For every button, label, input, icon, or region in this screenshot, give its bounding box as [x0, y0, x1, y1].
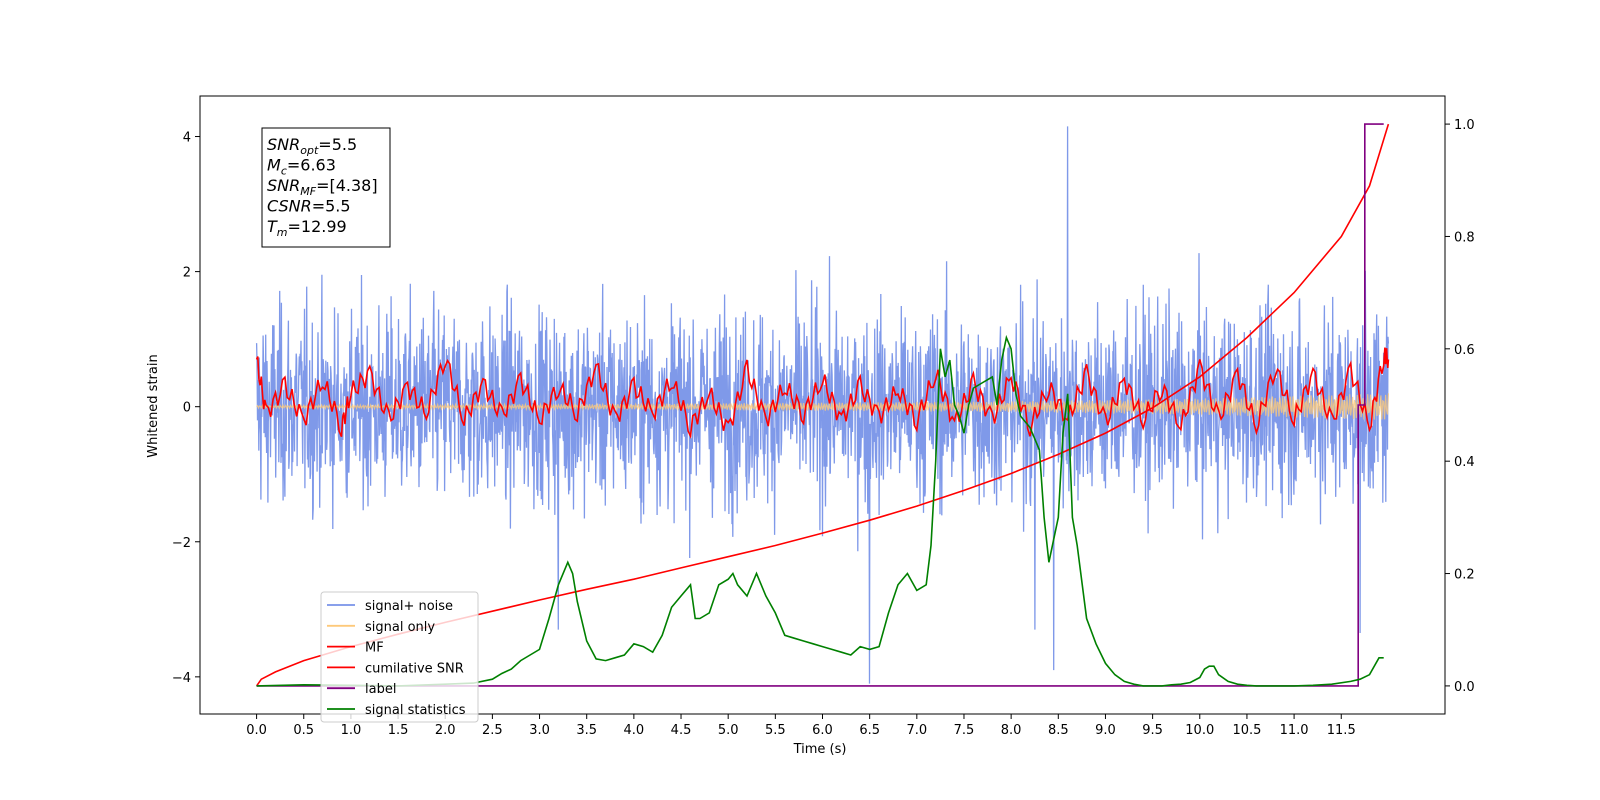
x-tick-label: 7.0	[906, 723, 927, 738]
annotation-line: SNRopt=5.5	[267, 135, 357, 157]
x-tick-label: 7.5	[954, 723, 975, 738]
x-tick-label: 4.5	[671, 723, 692, 738]
y-axis-label: Whitened strain	[146, 354, 161, 457]
x-tick-label: 3.5	[576, 723, 597, 738]
annotation-line: Tm=12.99	[267, 217, 347, 239]
x-tick-label: 10.5	[1232, 723, 1261, 738]
series-signal-noise	[255, 126, 1390, 684]
y-right-tick-label: 0.0	[1454, 680, 1475, 695]
legend-label: signal+ noise	[365, 599, 453, 614]
legend-frame	[320, 591, 479, 723]
x-tick-label: 0.5	[293, 723, 314, 738]
legend-label: cumilative SNR	[365, 661, 464, 676]
x-tick-label: 8.0	[1001, 723, 1022, 738]
annotation-box: SNRopt=5.5Mc=6.63SNRMF=[4.38]CSNR=5.5Tm=…	[261, 127, 391, 248]
x-tick-label: 9.0	[1095, 723, 1116, 738]
series-mf	[255, 347, 1390, 439]
x-tick-label: 6.5	[859, 723, 880, 738]
x-tick-label: 6.0	[812, 723, 833, 738]
y-tick-label: −4	[172, 671, 191, 686]
x-tick-label: 2.0	[435, 723, 456, 738]
y-right-tick-label: 0.6	[1454, 343, 1475, 358]
x-tick-label: 3.0	[529, 723, 550, 738]
legend-label: signal only	[365, 620, 435, 635]
x-tick-label: 5.5	[765, 723, 786, 738]
legend-label: MF	[365, 641, 384, 656]
y-right-tick-label: 0.2	[1454, 568, 1475, 583]
x-tick-label: 11.5	[1327, 723, 1356, 738]
annotation-line: Mc=6.63	[267, 156, 336, 178]
y-tick-label: 2	[183, 266, 191, 281]
y-tick-label: 4	[183, 131, 191, 146]
x-axis-label: Time (s)	[793, 742, 847, 757]
y-tick-label: −2	[172, 536, 191, 551]
x-tick-label: 1.0	[341, 723, 362, 738]
series-signal-only	[256, 393, 1389, 420]
x-tick-label: 9.5	[1142, 723, 1163, 738]
legend: signal+ noise signal only MF cumilative SNR…	[320, 591, 479, 723]
annotation-frame	[261, 127, 391, 248]
x-tick-label: 5.0	[718, 723, 739, 738]
axes: 0.0 0.5 1.0 1.5 2.0 2.5 3.0 3.5 4.0 4.5 5.0 5.5 6.0 6…	[172, 95, 1475, 738]
x-tick-label: 11.0	[1280, 723, 1309, 738]
legend-label: signal statistics	[365, 703, 466, 718]
x-tick-label: 10.0	[1185, 723, 1214, 738]
annotation-line: CSNR=5.5	[267, 197, 351, 216]
x-tick-label: 4.0	[624, 723, 645, 738]
legend-label: label	[365, 682, 396, 697]
annotation-line: SNRMF=[4.38]	[267, 176, 378, 198]
y-right-tick-label: 1.0	[1454, 118, 1475, 133]
y-tick-label: 0	[183, 401, 191, 416]
y-right-tick-label: 0.4	[1454, 455, 1475, 470]
y-right-tick-label: 0.8	[1454, 230, 1475, 245]
series-label	[256, 123, 1384, 687]
x-tick-label: 0.0	[246, 723, 267, 738]
series-signal-statistics	[256, 334, 1384, 687]
x-tick-label: 8.5	[1048, 723, 1069, 738]
x-tick-label: 1.5	[388, 723, 409, 738]
x-tick-label: 2.5	[482, 723, 503, 738]
